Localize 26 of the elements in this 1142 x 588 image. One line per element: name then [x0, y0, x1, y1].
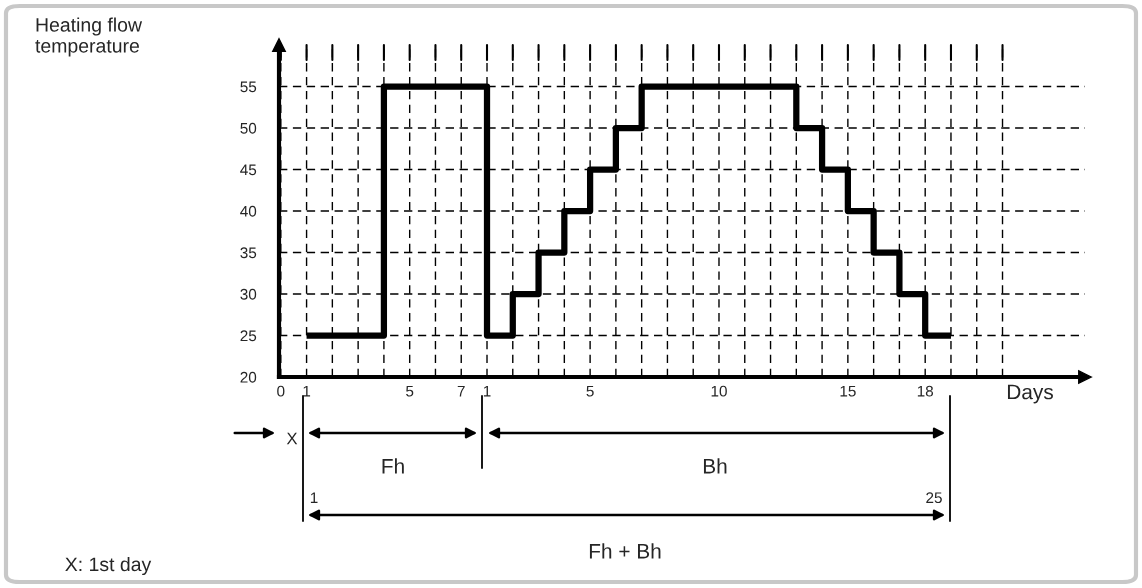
x-tick-label: 10 [711, 385, 727, 397]
y-tick-label: 40 [240, 205, 257, 217]
y-tick-label: 35 [240, 247, 257, 259]
y-tick-label: 55 [240, 81, 257, 93]
y-tick-label: 30 [240, 288, 257, 300]
y-tick-label: 25 [240, 330, 257, 342]
x-tick-label: 5 [586, 385, 594, 397]
y-tick-label: 45 [240, 164, 257, 176]
x-tick-label: 18 [917, 385, 934, 397]
text: X [286, 432, 298, 445]
x-tick-label: 1 [483, 385, 491, 397]
text: 1 [310, 492, 318, 503]
y-tick-label: 20 [240, 371, 257, 383]
x-tick-label: 15 [840, 385, 856, 397]
y-tick-label: 50 [240, 122, 257, 134]
text: 25 [926, 492, 942, 504]
x-tick-label: 7 [457, 385, 465, 397]
x-tick-label: 0 [277, 385, 285, 397]
text: Fh [382, 458, 404, 474]
x-tick-label: 5 [406, 385, 414, 397]
x-axis-title: Days [1007, 384, 1053, 404]
text: Bh [703, 458, 727, 474]
text: Heating flow temperature [35, 17, 143, 57]
x-tick-label: 1 [303, 385, 311, 397]
text: Fh + Bh [589, 543, 661, 559]
text: X: 1st day [65, 556, 152, 576]
